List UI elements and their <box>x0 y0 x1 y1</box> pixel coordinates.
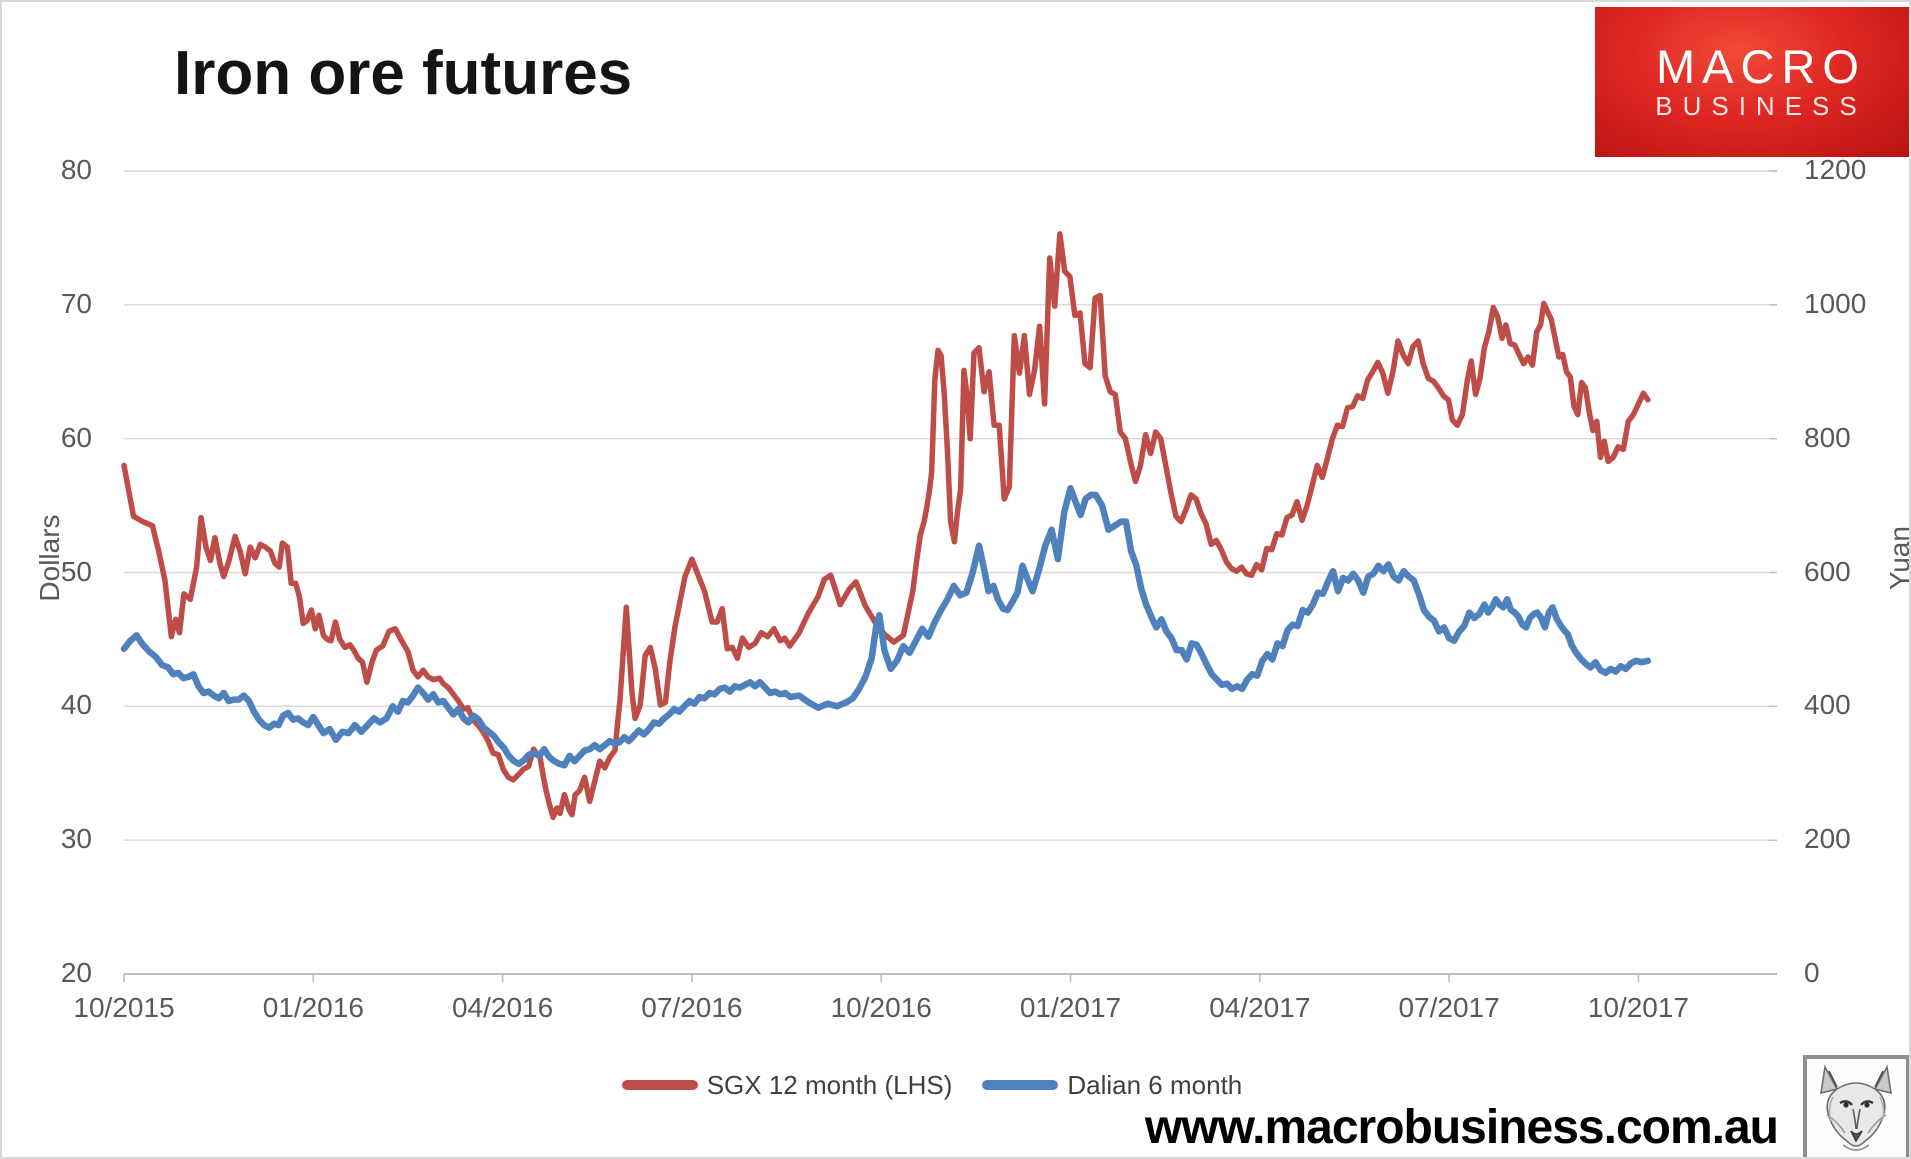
y-left-tick-label: 20 <box>60 957 92 988</box>
chart-title: Iron ore futures <box>174 39 633 108</box>
y-left-tick-label: 40 <box>60 689 92 721</box>
y-right-tick-label: 400 <box>1804 689 1851 721</box>
y-right-tick-label: 1200 <box>1804 154 1867 185</box>
legend-line-swatch <box>621 1080 698 1090</box>
x-tick-label: 01/2017 <box>1019 992 1122 1023</box>
y-left-tick-label: 70 <box>60 287 92 319</box>
y-left-tick-label: 60 <box>60 421 92 453</box>
x-tick-label: 07/2016 <box>641 992 743 1023</box>
x-tick-label: 04/2017 <box>1209 992 1311 1023</box>
chart-legend: SGX 12 month (LHS) Dalian 6 month <box>2 1064 1862 1106</box>
fox-sketch-image <box>1803 1055 1909 1157</box>
y-right-tick-label: 600 <box>1804 555 1851 587</box>
x-tick-label: 07/2017 <box>1398 992 1500 1023</box>
logo-text-macro: MACRO <box>1656 39 1866 93</box>
x-tick-label: 10/2017 <box>1587 992 1689 1023</box>
legend-item: Dalian 6 month <box>982 1070 1242 1101</box>
legend-label: Dalian 6 month <box>1067 1069 1243 1100</box>
x-tick-label: 01/2016 <box>262 992 364 1023</box>
logo-text-business: BUSINESS <box>1655 91 1867 122</box>
x-tick-label: 04/2016 <box>451 992 554 1023</box>
y-right-tick-label: 0 <box>1804 957 1820 988</box>
y-right-tick-label: 800 <box>1804 421 1851 453</box>
y-right-tick-label: 1000 <box>1804 287 1867 319</box>
y-right-tick-label: 200 <box>1804 823 1851 855</box>
y-left-tick-label: 50 <box>60 555 92 587</box>
y-axis-title-yuan: Yuan <box>1884 526 1911 590</box>
y-left-tick-label: 80 <box>60 154 92 185</box>
legend-label: SGX 12 month (LHS) <box>706 1069 953 1100</box>
series-dalian <box>120 484 1652 769</box>
legend-line-swatch <box>982 1080 1059 1090</box>
x-tick-label: 10/2015 <box>73 992 175 1023</box>
macrobusiness-logo: MACRO BUSINESS <box>1595 7 1909 157</box>
x-tick-label: 10/2016 <box>830 992 932 1023</box>
y-left-tick-label: 30 <box>60 823 92 855</box>
series-sgx <box>121 231 1651 821</box>
watermark-url: www.macrobusiness.com.au <box>1144 1101 1779 1154</box>
y-axis-title-dollars: Dollars <box>34 514 65 602</box>
legend-item: SGX 12 month (LHS) <box>621 1069 953 1101</box>
